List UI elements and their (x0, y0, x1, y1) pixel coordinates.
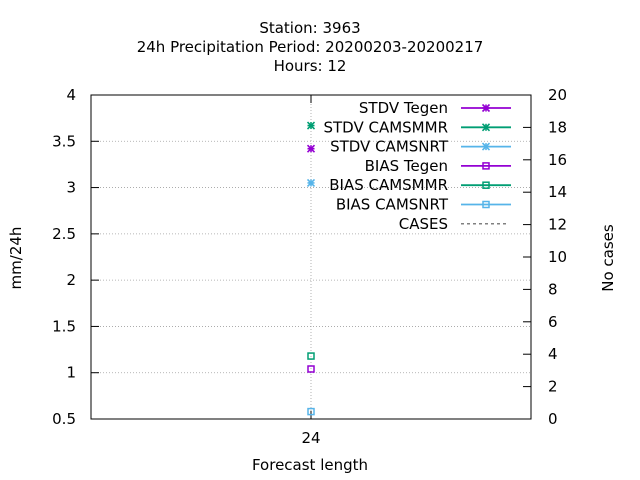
y2-tick-label: 16 (548, 151, 567, 169)
point-bias-camsnrt (307, 407, 315, 416)
y-tick-label: 1 (66, 364, 76, 382)
point-bias-tegen (307, 365, 315, 373)
y-tick-label: 2.5 (52, 225, 76, 243)
y-tick-label: 4 (66, 86, 76, 104)
chart-title-line-3: Hours: 12 (274, 57, 347, 75)
grid-lines (91, 95, 531, 419)
point-stdv-camsmmr (306, 121, 316, 130)
y2-tick-label: 20 (548, 86, 567, 104)
y2-tick-label: 14 (548, 183, 567, 201)
chart-title-line-1: Station: 3963 (259, 19, 360, 37)
y2-tick-label: 18 (548, 118, 567, 136)
y2-tick-label: 12 (548, 216, 567, 234)
y2-tick-label: 0 (548, 410, 558, 428)
legend-marker-stdv-tegen (481, 103, 491, 113)
y2-tick-label: 4 (548, 345, 558, 363)
y2-tick-label: 8 (548, 280, 558, 298)
x-tick-label: 24 (301, 429, 320, 447)
y2-tick-label: 6 (548, 313, 558, 331)
y2-axis-label: No cases (599, 224, 617, 292)
legend-label-bias-tegen: BIAS Tegen (365, 157, 448, 175)
legend-label-stdv-tegen: STDV Tegen (359, 99, 448, 117)
y-tick-label: 2 (66, 271, 76, 289)
legend-marker-bias-camsnrt (482, 200, 490, 209)
legend-label-bias-camsmmr: BIAS CAMSMMR (329, 176, 448, 194)
y-axis-label: mm/24h (7, 227, 25, 290)
legend-label-stdv-camsmmr: STDV CAMSMMR (323, 118, 448, 136)
point-stdv-camsnrt (306, 178, 316, 188)
x-axis-label: Forecast length (252, 456, 368, 474)
y-tick-label: 3.5 (52, 132, 76, 150)
point-stdv-tegen (306, 144, 316, 153)
legend-label-stdv-camsnrt: STDV CAMSNRT (330, 138, 449, 156)
legend-label-cases: CASES (399, 215, 448, 233)
data-points (306, 121, 316, 416)
y2-tick-label: 2 (548, 378, 558, 396)
legend-label-bias-camsnrt: BIAS CAMSNRT (336, 196, 449, 214)
chart-title-line-2: 24h Precipitation Period: 20200203-20200… (137, 38, 484, 56)
legend-marker-stdv-camsmmr (481, 123, 491, 132)
legend-marker-bias-tegen (482, 162, 490, 170)
y-tick-label: 1.5 (52, 317, 76, 335)
y-tick-label: 0.5 (52, 410, 76, 428)
point-bias-camsmmr (307, 352, 315, 360)
legend-marker-stdv-camsnrt (481, 142, 491, 151)
legend-marker-bias-camsmmr (482, 181, 490, 189)
y-tick-label: 3 (66, 179, 76, 197)
y2-tick-label: 10 (548, 248, 567, 266)
